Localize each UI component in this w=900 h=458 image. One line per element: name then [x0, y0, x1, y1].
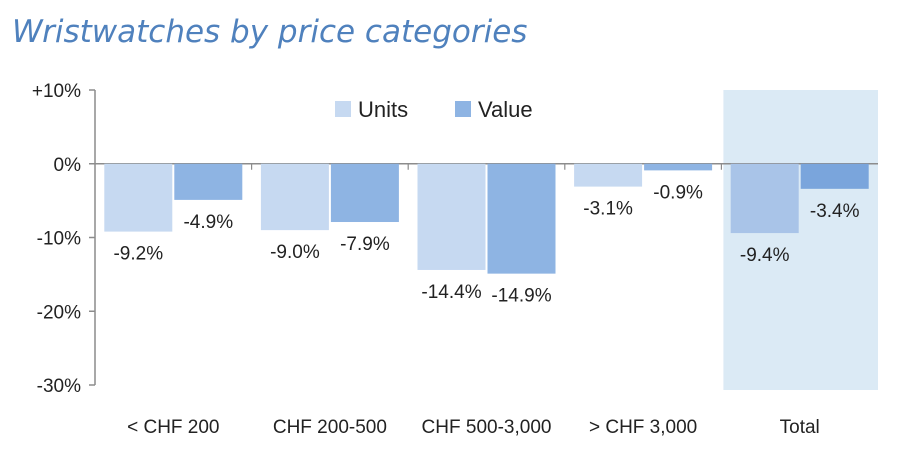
bar-value — [330, 163, 399, 223]
bar-units — [260, 163, 329, 231]
legend-swatch-units — [335, 101, 351, 117]
bar-value — [644, 163, 713, 171]
data-label-value: -3.4% — [810, 201, 860, 222]
category-label: < CHF 200 — [127, 417, 219, 438]
legend-swatch-value — [455, 101, 471, 117]
bar-value — [174, 163, 243, 200]
legend: Units Value — [335, 97, 533, 122]
category-label: Total — [780, 417, 820, 438]
y-tick-label: 0% — [54, 155, 82, 176]
bar-value — [487, 163, 556, 274]
bar-units — [104, 163, 173, 232]
bars — [104, 163, 869, 274]
data-label-value: -4.9% — [183, 212, 233, 233]
chart-title: Wristwatches by price categories — [12, 14, 528, 50]
category-label: CHF 200-500 — [273, 417, 387, 438]
y-tick-label: -10% — [37, 229, 81, 250]
data-label-value: -7.9% — [340, 234, 390, 255]
y-tick-label: -20% — [37, 302, 81, 323]
data-label-value: -14.9% — [491, 286, 551, 307]
category-label: > CHF 3,000 — [589, 417, 697, 438]
data-label-units: -9.2% — [113, 244, 163, 265]
total-highlight-background — [723, 90, 878, 390]
data-label-units: -14.4% — [421, 282, 481, 303]
bar-units — [417, 163, 486, 270]
legend-label-units: Units — [358, 97, 408, 122]
bar-units — [730, 163, 799, 234]
bar-units — [574, 163, 643, 187]
legend-label-value: Value — [478, 97, 533, 122]
data-label-units: -9.4% — [740, 245, 790, 266]
y-tick-label: +10% — [32, 81, 81, 102]
bar-value — [800, 163, 869, 189]
data-label-units: -3.1% — [583, 199, 633, 220]
category-labels: < CHF 200 CHF 200-500 CHF 500-3,000 > CHF 3… — [127, 417, 820, 438]
y-tick-label: -30% — [37, 376, 81, 397]
data-label-value: -0.9% — [653, 182, 703, 203]
data-label-units: -9.0% — [270, 242, 320, 263]
data-labels: -9.2% -4.9% -9.0% -7.9% -14.4% -14.9% -3.1% -0.… — [113, 182, 859, 306]
category-label: CHF 500-3,000 — [422, 417, 552, 438]
